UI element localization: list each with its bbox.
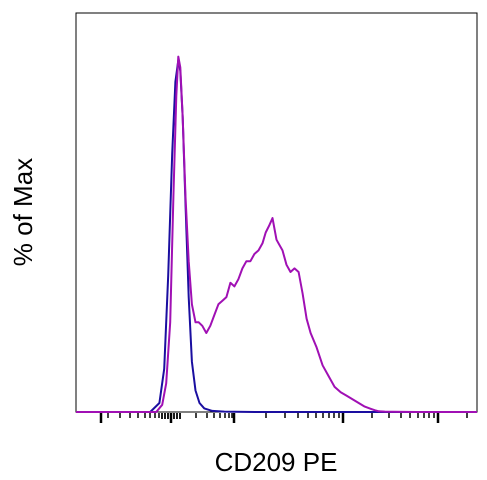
histogram-series-1 bbox=[76, 59, 477, 413]
x-axis-ticks bbox=[99, 413, 468, 423]
plot-frame bbox=[75, 12, 478, 413]
plot-lines bbox=[76, 55, 477, 413]
y-axis-title: % of Max bbox=[8, 158, 38, 266]
x-axis-title: CD209 PE bbox=[215, 447, 338, 477]
histogram-series-2 bbox=[76, 55, 477, 413]
